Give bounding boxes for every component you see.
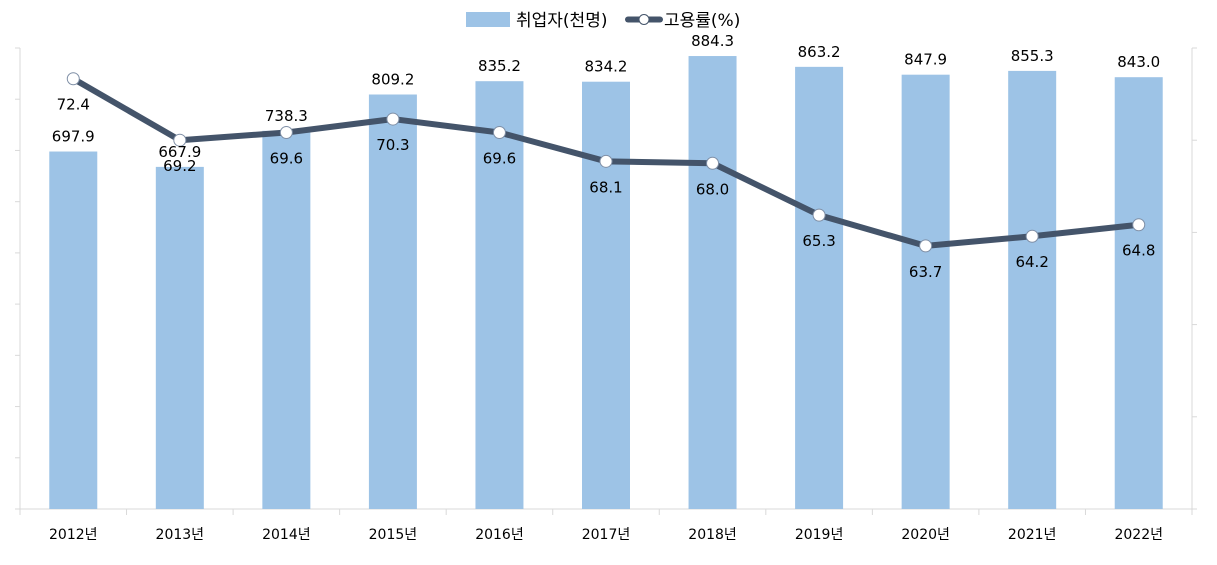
x-tick-label: 2018년 (688, 527, 737, 543)
bar-value-label: 809.2 (371, 71, 414, 89)
line-point (812, 208, 826, 222)
legend-bar-swatch (466, 12, 510, 27)
line-point (1132, 218, 1146, 232)
line-point (706, 156, 720, 170)
bar (901, 74, 950, 510)
bar (155, 166, 204, 509)
line-series (66, 72, 1146, 253)
line-point (919, 239, 933, 253)
bar (795, 66, 844, 509)
line-point (66, 72, 80, 86)
x-tick-label: 2021년 (1008, 527, 1057, 543)
bar-value-label: 863.2 (798, 43, 841, 61)
line-point (492, 126, 506, 140)
bar-value-label: 847.9 (904, 51, 947, 69)
x-tick-label: 2020년 (901, 527, 950, 543)
x-tick-label: 2015년 (369, 527, 418, 543)
bar-value-label: 843.0 (1117, 53, 1160, 71)
bar-value-label: 697.9 (52, 128, 95, 146)
legend-bar-label: 취업자(천명) (516, 11, 607, 31)
bar-value-label: 667.9 (158, 143, 201, 161)
x-tick-label: 2014년 (262, 527, 311, 543)
line-value-label: 65.3 (802, 232, 835, 250)
bar (582, 81, 630, 509)
bar-value-label: 835.2 (478, 57, 521, 75)
bar (688, 56, 737, 509)
line-value-label: 69.6 (270, 150, 303, 168)
x-tick-label: 2022년 (1114, 527, 1163, 543)
line-value-label: 72.4 (57, 96, 90, 114)
line-value-label: 68.0 (696, 180, 729, 198)
x-tick-label: 2019년 (795, 527, 844, 543)
line-value-label: 68.1 (589, 178, 622, 196)
bar (49, 151, 98, 509)
bar (475, 81, 524, 509)
bar-value-label: 738.3 (265, 107, 308, 125)
bar (1114, 77, 1163, 510)
bar-value-label: 834.2 (585, 58, 628, 76)
bar (368, 94, 417, 510)
line-value-label: 70.3 (376, 136, 409, 154)
line-value-label: 69.6 (483, 150, 516, 168)
legend: 취업자(천명) 고용률(%) (466, 11, 740, 31)
line-value-label: 64.8 (1122, 242, 1155, 260)
x-tick-label: 2017년 (582, 527, 631, 543)
line-value-label: 64.2 (1015, 253, 1048, 271)
axes: 2012년 2013년 2014년 2015년 2016년 2017년 2018년 2019년… (15, 47, 1197, 543)
line-point (1025, 229, 1039, 243)
bar-series (49, 56, 1163, 510)
line-point (386, 112, 400, 126)
bar-value-label: 884.3 (691, 32, 734, 50)
x-tick-label: 2012년 (49, 527, 98, 543)
line-point (173, 133, 187, 147)
legend-line-marker (638, 14, 650, 25)
line-point (279, 126, 293, 140)
x-tick-label: 2016년 (475, 527, 524, 543)
data-labels: 697.9 667.9 738.3 809.2 835.2 834.2 884.3 863.2… (52, 32, 1160, 281)
line-point (599, 154, 613, 168)
line-value-label: 69.2 (163, 157, 196, 175)
bar-value-label: 855.3 (1011, 47, 1054, 65)
x-tick-label: 2013년 (156, 527, 205, 543)
line-value-label: 63.7 (909, 263, 942, 281)
legend-line-label: 고용률(%) (664, 11, 740, 31)
bar (1008, 70, 1057, 509)
bar (262, 130, 311, 509)
